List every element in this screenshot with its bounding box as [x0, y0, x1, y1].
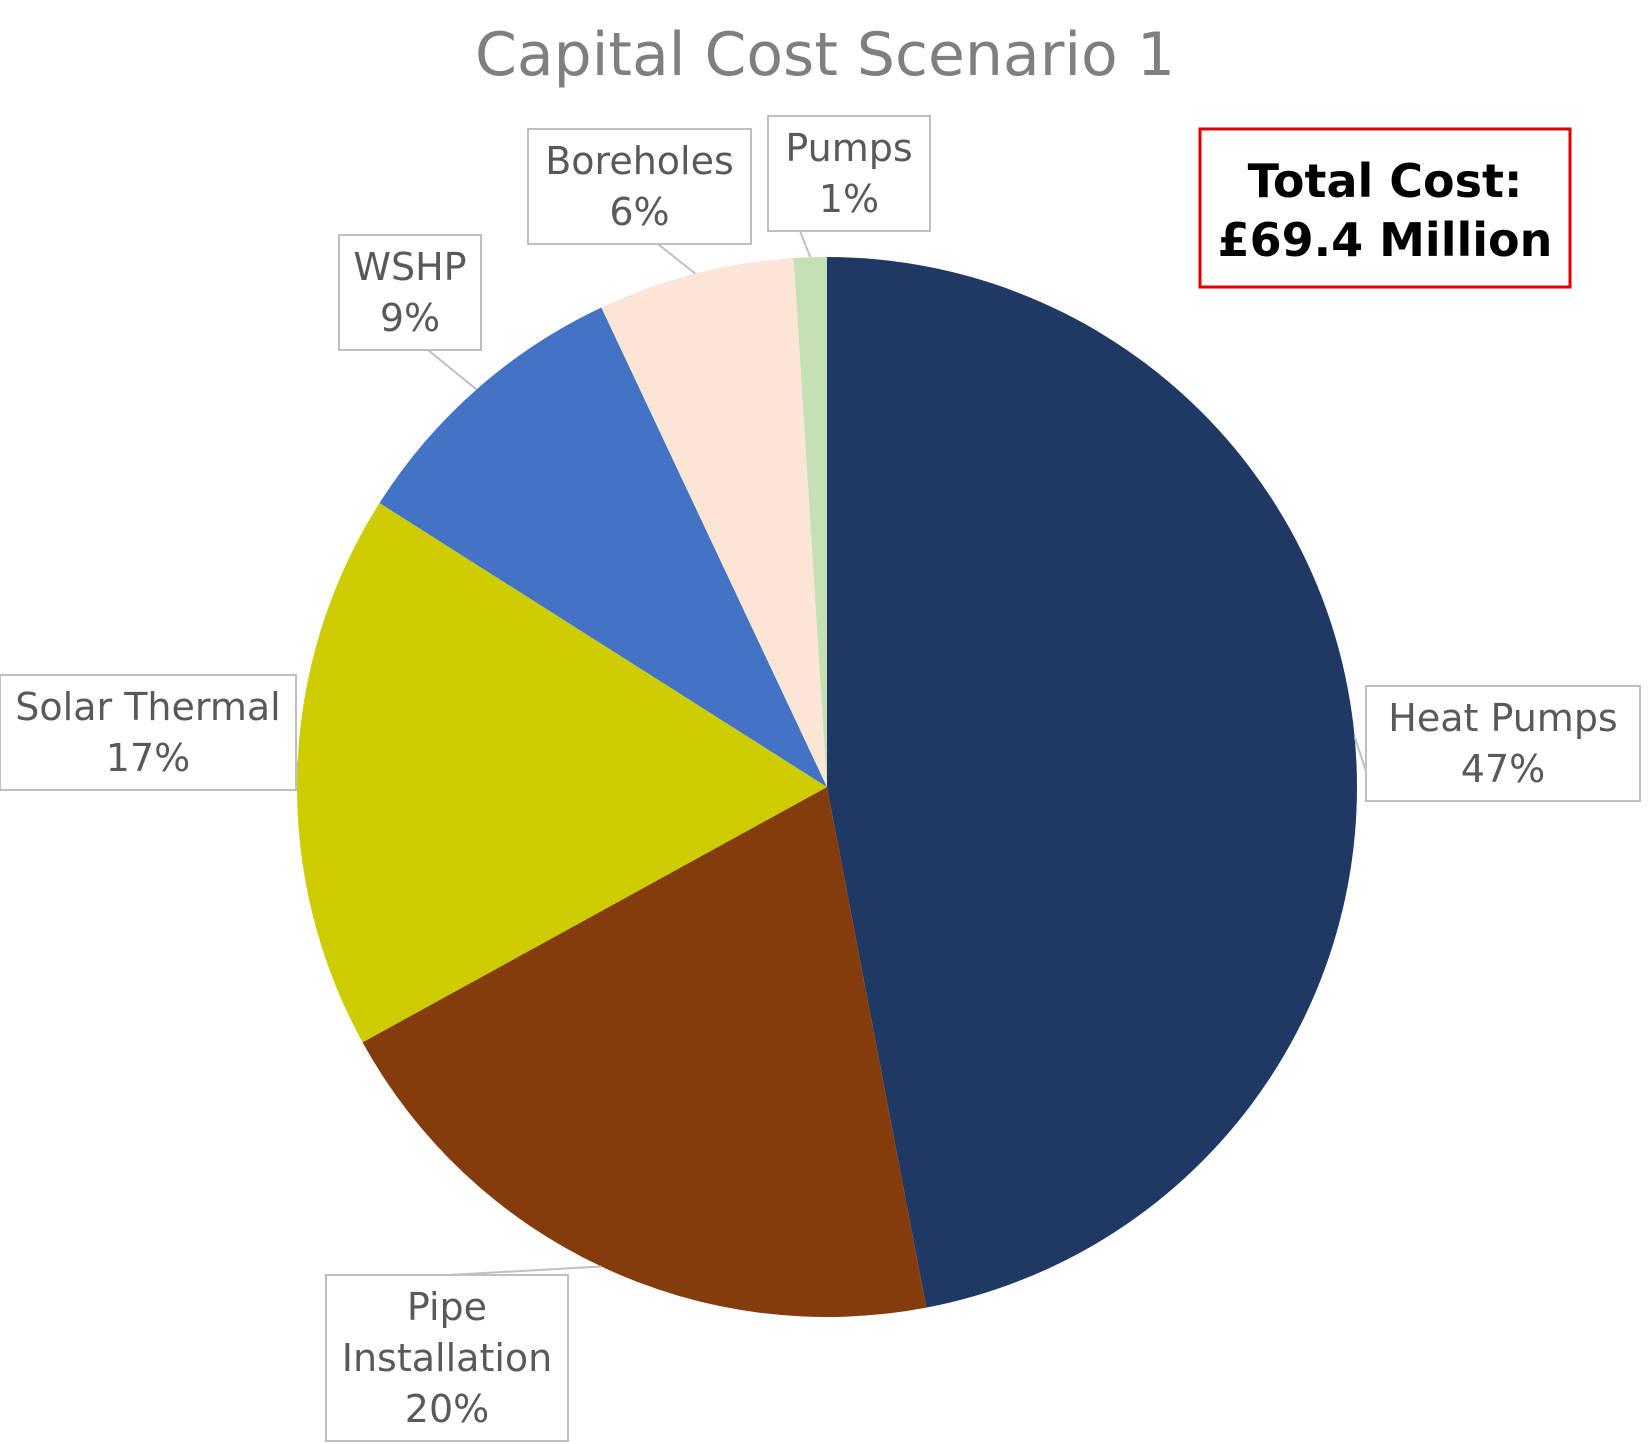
pie-slice-pumps — [793, 257, 827, 787]
data-label-box — [325, 1274, 569, 1442]
pie-slice-wshp — [379, 307, 827, 787]
data-label-category: Heat Pumps — [1388, 696, 1617, 740]
total-cost-value: £69.4 Million — [1218, 213, 1553, 267]
pie-slice-boreholes — [601, 258, 827, 787]
data-label-value: 1% — [819, 177, 879, 221]
data-label-value: 6% — [609, 190, 669, 234]
total-cost-callout: Total Cost: £69.4 Million — [1198, 127, 1572, 289]
leader-line — [799, 230, 812, 258]
data-label-category: Pipe — [407, 1285, 487, 1329]
data-label-box — [767, 115, 931, 232]
data-label-box — [1365, 685, 1641, 802]
slice-labels: Heat Pumps 47% Pipe Installation 20% Solar Th… — [0, 115, 1641, 1442]
pie-slices — [297, 257, 1357, 1317]
data-label-value: 20% — [405, 1387, 489, 1431]
data-label-box — [527, 128, 752, 245]
data-label-box — [0, 674, 297, 791]
leader-line — [657, 243, 696, 275]
leader-line — [1353, 736, 1367, 772]
leader-line — [447, 1265, 602, 1276]
data-label-value: 47% — [1461, 747, 1545, 791]
data-label-category: WSHP — [353, 245, 466, 289]
data-label-category: Pumps — [785, 126, 912, 170]
data-label-box — [338, 234, 482, 351]
leader-line — [427, 349, 478, 391]
pie-slice-pipe-installation — [362, 787, 927, 1317]
data-label-category: Solar Thermal — [15, 685, 280, 729]
data-label-category: Boreholes — [545, 139, 734, 183]
chart-title: Capital Cost Scenario 1 — [475, 20, 1175, 90]
data-label-category: Installation — [342, 1336, 552, 1380]
pie-slice-solar-thermal — [297, 503, 827, 1043]
data-label-value: 17% — [106, 736, 190, 780]
data-label-value: 9% — [380, 296, 440, 340]
total-cost-label: Total Cost: — [1248, 154, 1523, 208]
pie-slice-heat-pumps — [827, 257, 1357, 1308]
total-cost-box — [1198, 127, 1572, 289]
